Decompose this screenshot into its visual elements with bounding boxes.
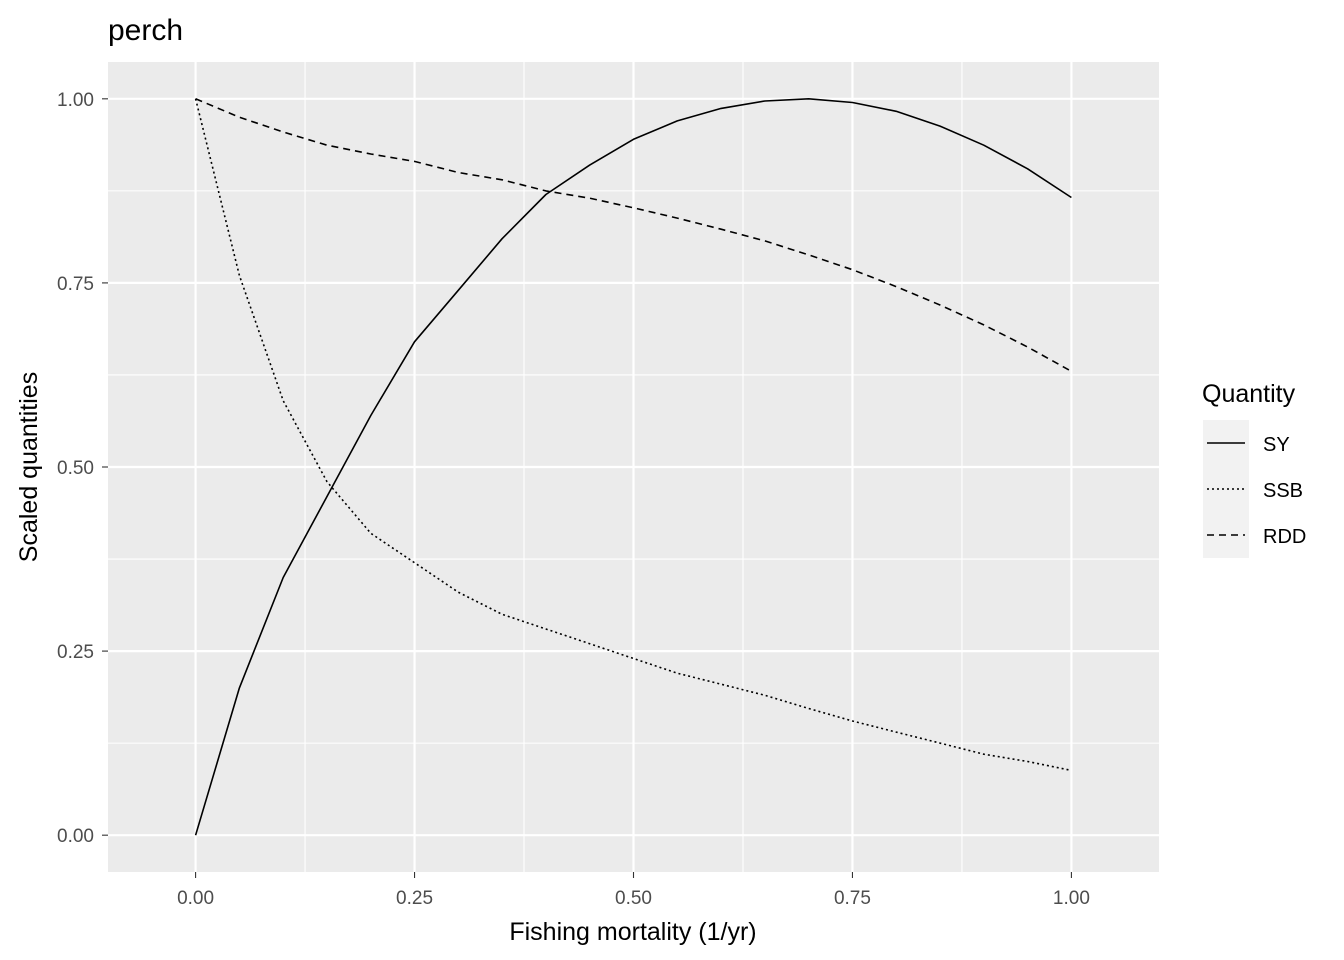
series-line-sy <box>194 98 1072 836</box>
y-tick-label: 0.00 <box>57 826 94 847</box>
legend-title: Quantity <box>1202 380 1296 408</box>
y-tick-label: 0.75 <box>57 274 94 295</box>
y-tick-label: 0.25 <box>57 642 94 663</box>
y-tick-label: 1.00 <box>57 90 94 111</box>
series-line-ssb <box>194 98 1072 772</box>
legend-label-sy: SY <box>1263 434 1290 456</box>
y-axis: 0.00 0.25 0.50 0.75 1.00 <box>57 90 108 847</box>
legend: Quantity SY SSB RDD <box>1202 380 1306 558</box>
legend-label-rdd: RDD <box>1263 526 1306 548</box>
x-tick-label: 0.50 <box>615 888 652 909</box>
x-tick-label: 0.75 <box>834 888 871 909</box>
y-axis-title: Scaled quantities <box>15 372 43 562</box>
x-tick-label: 1.00 <box>1053 888 1090 909</box>
series-line-rdd <box>195 98 1072 372</box>
series-layer <box>194 98 1072 836</box>
x-tick-label: 0.25 <box>396 888 433 909</box>
y-tick-label: 0.50 <box>57 458 94 479</box>
legend-label-ssb: SSB <box>1263 480 1303 502</box>
x-tick-label: 0.00 <box>177 888 214 909</box>
x-axis: 0.00 0.25 0.50 0.75 1.00 <box>177 872 1090 909</box>
chart-title: perch <box>108 14 183 47</box>
x-axis-title: Fishing mortality (1/yr) <box>509 918 756 946</box>
grid-major <box>108 62 1159 872</box>
